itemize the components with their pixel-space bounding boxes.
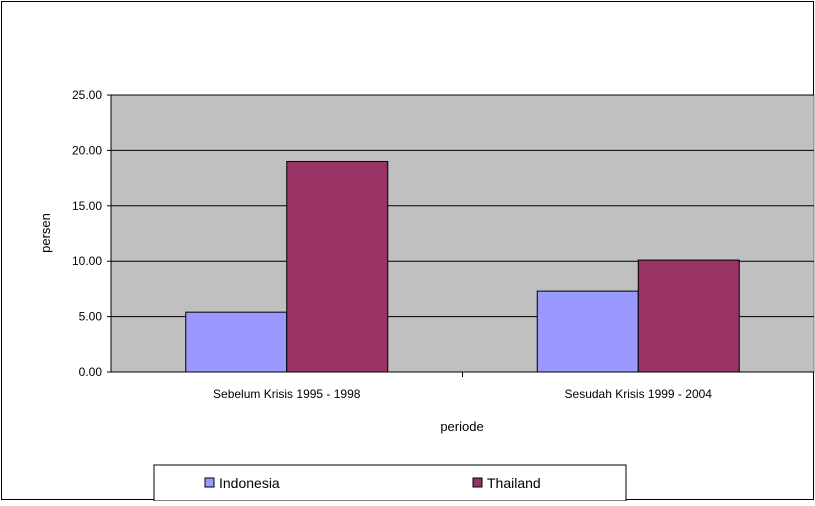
legend-swatch-indonesia: [204, 477, 215, 488]
x-tick-labels: Sebelum Krisis 1995 - 1998 Sesudah Krisis…: [213, 372, 712, 401]
bar-thailand-0: [286, 160, 389, 373]
x-axis-title: periode: [440, 419, 483, 434]
y-tick-labels: 0.00 5.00 10.00 15.00 20.00 25.00: [72, 88, 111, 379]
y-axis-title: persen: [38, 213, 53, 253]
legend-box: [153, 464, 627, 502]
x-tick-label: Sesudah Krisis 1999 - 2004: [565, 387, 713, 401]
y-tick-label: 20.00: [72, 143, 102, 157]
y-tick-label: 0.00: [79, 365, 103, 379]
y-tick-label: 15.00: [72, 199, 102, 213]
bar-indonesia-0: [185, 311, 288, 373]
bar-indonesia-1: [536, 290, 639, 373]
bar-thailand-1: [637, 259, 740, 373]
legend: Indonesia Thailand: [153, 464, 627, 502]
x-tick-label: Sebelum Krisis 1995 - 1998: [213, 387, 361, 401]
legend-label-indonesia: Indonesia: [219, 475, 280, 491]
legend-swatch-thailand: [472, 477, 483, 488]
y-tick-label: 10.00: [72, 254, 102, 268]
y-tick-label: 25.00: [72, 88, 102, 102]
bars: [185, 160, 740, 373]
legend-label-thailand: Thailand: [487, 475, 541, 491]
y-tick-label: 5.00: [79, 310, 103, 324]
